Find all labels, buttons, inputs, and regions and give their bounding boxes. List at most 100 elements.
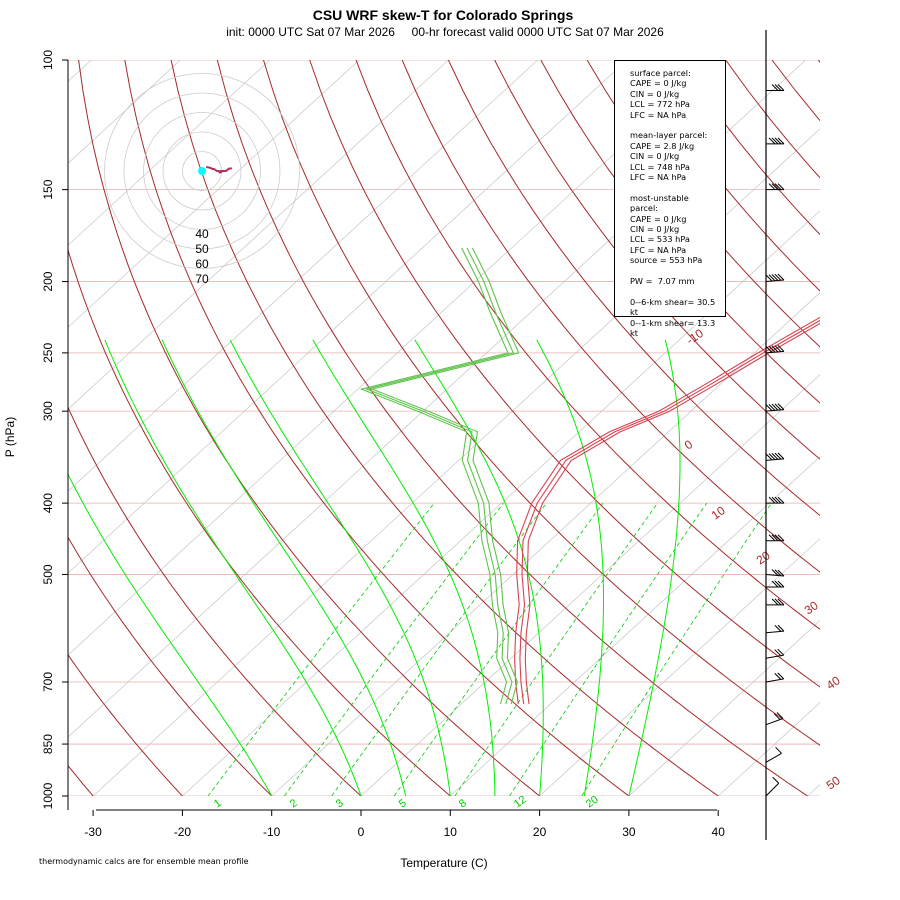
chart-title: CSU WRF skew-T for Colorado Springs bbox=[313, 7, 574, 23]
barb-flag bbox=[775, 746, 782, 754]
footnote: thermodynamic calcs are for ensemble mea… bbox=[39, 857, 249, 866]
most-unstable-source: source = 553 hPa bbox=[630, 255, 703, 266]
isotherm-line bbox=[717, 702, 820, 796]
barb-flag bbox=[772, 776, 780, 784]
isotherm-line bbox=[68, 60, 717, 656]
wind-barb bbox=[765, 776, 780, 797]
wind-barb bbox=[766, 183, 785, 191]
y-tick-label: 300 bbox=[41, 401, 55, 421]
barb-shaft bbox=[765, 678, 784, 683]
mean-layer-cape: CAPE = 2.8 J/kg bbox=[630, 140, 695, 151]
shear-0-1km: 0--1-km shear= 13.3 kt bbox=[630, 317, 716, 339]
wind-barb bbox=[766, 137, 785, 145]
dry-adiabat bbox=[864, 60, 900, 812]
barb-flag bbox=[768, 345, 776, 353]
wind-barb bbox=[766, 598, 785, 606]
wind-barb bbox=[765, 344, 785, 354]
barb-flag bbox=[771, 137, 779, 145]
hodograph-ring-label: 40 bbox=[195, 227, 209, 241]
barb-flag bbox=[771, 403, 779, 411]
y-tick-label: 100 bbox=[41, 50, 55, 70]
barb-flag bbox=[777, 672, 785, 680]
barb-flag bbox=[768, 404, 776, 411]
barb-flag bbox=[768, 183, 776, 190]
wind-barb bbox=[765, 712, 784, 726]
barb-flag bbox=[771, 496, 779, 504]
most-unstable-lfc: LFC = NA hPa bbox=[630, 244, 687, 255]
mean-layer-lcl: LCL = 748 hPa bbox=[630, 161, 690, 172]
barb-flag bbox=[777, 534, 785, 542]
barb-flag bbox=[774, 273, 782, 281]
dry-adiabat bbox=[401, 60, 820, 573]
isotherm-line bbox=[68, 60, 360, 328]
barb-flag bbox=[771, 534, 779, 542]
y-tick-label: 150 bbox=[41, 179, 55, 199]
barb-flag bbox=[774, 649, 782, 657]
temperature-trace bbox=[514, 316, 820, 705]
isotherm-line bbox=[539, 538, 820, 796]
mixing-ratio-label: 3 bbox=[334, 797, 346, 810]
barb-flag bbox=[774, 598, 782, 606]
wind-barb bbox=[766, 84, 785, 91]
dry-adiabat-label: 20 bbox=[754, 548, 773, 567]
barb-flag bbox=[777, 273, 785, 281]
x-tick-label: 10 bbox=[444, 825, 458, 839]
moist-adiabat bbox=[229, 339, 451, 796]
surface-lfc: LFC = NA hPa bbox=[630, 109, 687, 120]
barb-flag bbox=[771, 569, 779, 576]
moist-adiabat bbox=[312, 339, 496, 796]
barb-flag bbox=[771, 183, 779, 190]
y-tick-label: 250 bbox=[41, 343, 55, 363]
surface-cape: CAPE = 0 J/kg bbox=[630, 78, 687, 89]
dry-adiabat bbox=[725, 60, 820, 179]
barb-flag bbox=[774, 534, 782, 542]
hodograph-ring-label: 50 bbox=[195, 242, 209, 256]
mixing-ratio-label: 12 bbox=[512, 794, 529, 811]
barb-shaft bbox=[765, 782, 780, 797]
shear-0-6km: 0--6-km shear= 30.5 kt bbox=[630, 296, 716, 318]
dry-adiabat bbox=[170, 60, 720, 796]
barb-flag bbox=[774, 345, 782, 352]
isotherm-line bbox=[450, 456, 820, 796]
isotherm-line bbox=[271, 292, 820, 796]
dry-adiabat-label: 40 bbox=[824, 673, 843, 692]
isotherm-line bbox=[68, 60, 449, 410]
dry-adiabat bbox=[263, 60, 820, 746]
dry-adiabat-label: 0 bbox=[682, 437, 696, 452]
dry-adiabat-lines bbox=[68, 60, 900, 812]
dry-adiabat bbox=[68, 536, 273, 796]
moist-adiabat bbox=[536, 339, 604, 796]
hodograph-origin-dot bbox=[198, 167, 206, 175]
mixing-ratio-label: 8 bbox=[457, 797, 469, 810]
dewpoint-trace bbox=[359, 247, 509, 705]
dry-adiabat-label: 50 bbox=[824, 773, 843, 792]
barb-flag bbox=[777, 648, 785, 656]
barb-shaft bbox=[765, 752, 782, 763]
barb-flag bbox=[771, 84, 779, 91]
barb-flag bbox=[771, 274, 779, 281]
dewpoint-trace bbox=[364, 247, 515, 705]
barb-flag bbox=[768, 453, 776, 461]
barb-flag bbox=[777, 183, 785, 190]
barb-flag bbox=[774, 137, 782, 145]
parcel-info-box: surface parcel: CAPE = 0 J/kg CIN = 0 J/… bbox=[614, 60, 726, 338]
barb-flag bbox=[774, 452, 782, 460]
chart-subtitle: init: 0000 UTC Sat 07 Mar 2026 00-hr for… bbox=[226, 25, 664, 39]
isotherm-line bbox=[182, 210, 820, 796]
mean-layer-header: mean-layer parcel: bbox=[630, 130, 708, 141]
y-tick-label: 200 bbox=[41, 271, 55, 291]
dry-adiabat bbox=[309, 60, 820, 688]
most-unstable-lcl: LCL = 533 hPa bbox=[630, 234, 690, 245]
barb-shaft bbox=[765, 718, 784, 726]
dry-adiabat bbox=[355, 60, 820, 630]
moist-adiabat bbox=[161, 339, 407, 796]
barb-flag bbox=[765, 274, 773, 282]
barb-flag bbox=[774, 496, 782, 504]
dry-adiabat bbox=[540, 60, 820, 404]
wind-barb bbox=[765, 452, 785, 461]
y-tick-label: 700 bbox=[41, 672, 55, 692]
barb-flag bbox=[768, 534, 776, 542]
